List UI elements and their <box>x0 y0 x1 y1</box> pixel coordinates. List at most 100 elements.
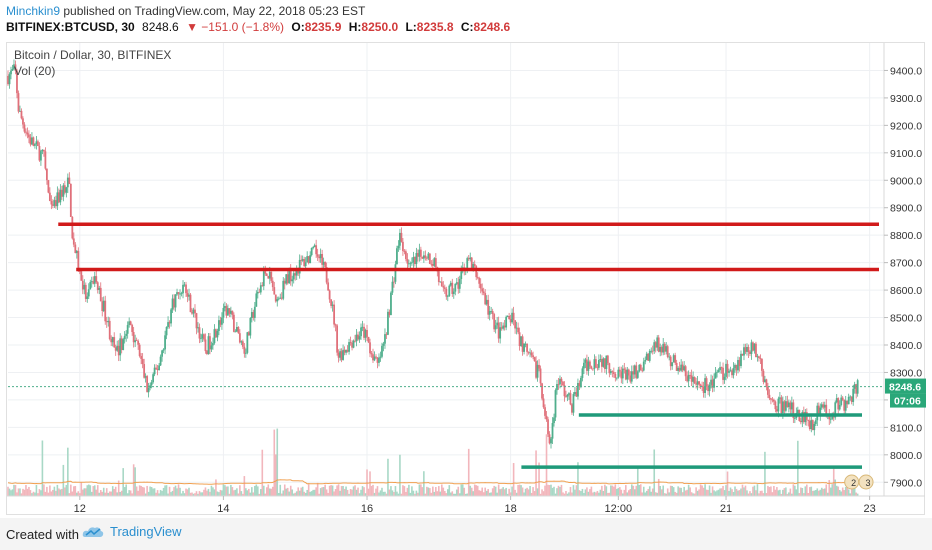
volume-bar <box>524 488 527 496</box>
tradingview-logo[interactable]: TradingView <box>82 524 182 539</box>
candle-body <box>455 282 458 284</box>
candle-body <box>781 401 784 414</box>
volume-bar <box>128 490 130 496</box>
time-axis[interactable]: 12 14 16 18 12:00 21 23 <box>7 495 925 515</box>
candle-body <box>707 386 709 392</box>
volume-bar <box>481 487 484 496</box>
candle-body <box>313 245 316 248</box>
author-link[interactable]: Minchkin9 <box>6 4 61 18</box>
volume-bar <box>159 489 162 496</box>
volume-bar <box>228 493 231 496</box>
candle-body <box>99 287 102 302</box>
volume-bar <box>737 490 739 496</box>
candle-body <box>415 253 418 265</box>
volume-bar <box>400 493 403 496</box>
volume-bar <box>162 487 165 496</box>
volume-bar <box>182 490 184 496</box>
volume-bar <box>590 486 593 496</box>
volume-bar <box>653 449 656 496</box>
volume-bar <box>604 484 606 496</box>
volume-bar <box>711 486 714 496</box>
candle-body <box>793 418 796 419</box>
candle-body <box>37 141 39 147</box>
volume-bar <box>354 485 356 496</box>
candle-body <box>397 245 400 249</box>
candle-body <box>594 359 597 368</box>
candle-body <box>53 200 56 206</box>
volume-bar <box>562 492 564 496</box>
volume-bar <box>463 487 466 496</box>
volume-bar <box>406 487 409 496</box>
volume-bar <box>381 487 383 496</box>
volume-bar <box>360 489 362 496</box>
candle-body <box>158 365 160 371</box>
candle-body <box>440 281 443 287</box>
volume-bar <box>206 490 208 496</box>
volume-bar <box>251 487 253 496</box>
high-value: 8250.0 <box>361 20 399 34</box>
candle-body <box>796 409 799 414</box>
candle-body <box>28 134 30 138</box>
volume-bar <box>117 480 120 496</box>
volume-bar <box>654 492 657 496</box>
volume-bar <box>212 487 214 496</box>
candle-body <box>452 291 455 294</box>
volume-bar <box>161 490 163 496</box>
candle-body <box>846 400 849 405</box>
candle-body <box>352 340 355 348</box>
candle-body <box>662 343 665 353</box>
volume-bar <box>529 486 531 496</box>
volume-bar <box>224 485 226 496</box>
candle-body <box>348 342 350 352</box>
chart-frame[interactable] <box>6 42 925 515</box>
last-price-label: 8248.6 <box>142 20 179 34</box>
price-chart[interactable]: 7900.08000.08100.08200.08300.08400.08500… <box>0 0 932 518</box>
candle-body <box>170 309 172 324</box>
volume-bar <box>825 484 828 496</box>
candle-body <box>764 379 766 382</box>
candle-body <box>159 356 162 366</box>
candle-body <box>808 420 811 430</box>
volume-bar <box>814 490 817 496</box>
volume-bar <box>592 492 594 496</box>
volume-bar <box>847 489 850 496</box>
volume-bar <box>668 492 670 496</box>
volume-bar <box>432 486 434 496</box>
candle-body <box>484 293 487 305</box>
volume-bar <box>79 493 81 496</box>
trend-lines[interactable] <box>8 222 884 469</box>
volume-bar <box>518 484 521 496</box>
volume-bar <box>110 491 113 496</box>
price-tick-label: 8600.0 <box>890 285 922 297</box>
volume-bar <box>541 489 543 496</box>
volume-bar <box>31 493 33 496</box>
volume-bar <box>183 493 186 496</box>
candle-body <box>367 336 370 343</box>
candle-body <box>107 320 110 323</box>
candle-body <box>387 311 389 335</box>
volume-bar <box>843 490 846 496</box>
candle-body <box>790 402 793 410</box>
volume-bar <box>265 487 268 496</box>
volume-bar <box>138 485 141 496</box>
volume-bar <box>629 488 632 496</box>
candle-body <box>123 335 126 340</box>
volume-bar <box>98 492 101 496</box>
candle-body <box>621 368 624 379</box>
volume-bar <box>831 484 834 496</box>
volume-bar <box>696 490 699 496</box>
volume-bar <box>245 488 247 496</box>
volume-bar <box>343 488 346 496</box>
price-axis[interactable]: 7900.08000.08100.08200.08300.08400.08500… <box>883 43 922 496</box>
candle-body <box>162 349 165 351</box>
volume-bar <box>849 493 851 496</box>
volume-bar <box>65 484 68 496</box>
candle-body <box>767 386 769 395</box>
candle-body <box>298 259 301 274</box>
candle-body <box>216 330 219 338</box>
volume-bar <box>221 490 223 496</box>
volume-bar <box>307 484 310 496</box>
volume-bar <box>369 471 371 496</box>
volume-bar <box>61 488 63 496</box>
